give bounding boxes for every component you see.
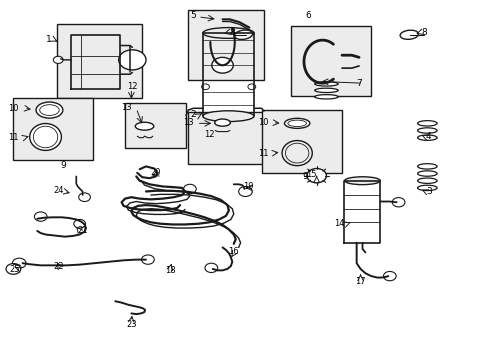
Circle shape bbox=[201, 84, 209, 90]
Text: 4: 4 bbox=[425, 132, 431, 141]
Text: 13: 13 bbox=[183, 118, 193, 127]
Circle shape bbox=[142, 255, 154, 264]
Ellipse shape bbox=[417, 185, 436, 190]
Ellipse shape bbox=[135, 122, 154, 130]
Ellipse shape bbox=[417, 135, 436, 140]
Ellipse shape bbox=[417, 171, 436, 176]
Text: 9: 9 bbox=[302, 172, 308, 181]
Ellipse shape bbox=[344, 177, 380, 185]
Circle shape bbox=[79, 193, 90, 202]
Ellipse shape bbox=[287, 120, 306, 127]
Bar bbox=[261, 110, 341, 173]
Text: 8: 8 bbox=[420, 28, 426, 37]
Ellipse shape bbox=[36, 102, 63, 118]
Circle shape bbox=[119, 50, 146, 70]
Text: 18: 18 bbox=[165, 266, 175, 275]
Ellipse shape bbox=[203, 28, 253, 39]
Text: 11: 11 bbox=[8, 133, 18, 142]
Ellipse shape bbox=[234, 30, 252, 40]
Text: 19: 19 bbox=[243, 182, 253, 191]
Text: 23: 23 bbox=[126, 320, 137, 329]
Circle shape bbox=[34, 212, 47, 221]
Circle shape bbox=[53, 56, 63, 63]
Text: 10: 10 bbox=[8, 104, 18, 113]
Text: 2: 2 bbox=[190, 110, 196, 119]
Text: 16: 16 bbox=[228, 247, 239, 256]
Ellipse shape bbox=[33, 126, 58, 148]
Text: 12: 12 bbox=[203, 130, 214, 139]
Ellipse shape bbox=[282, 140, 312, 166]
Ellipse shape bbox=[417, 164, 436, 169]
Text: 9: 9 bbox=[60, 161, 66, 170]
Ellipse shape bbox=[30, 123, 61, 150]
Ellipse shape bbox=[314, 82, 337, 86]
Ellipse shape bbox=[214, 119, 230, 126]
Text: 8: 8 bbox=[229, 28, 235, 37]
Text: 15: 15 bbox=[306, 170, 316, 179]
Circle shape bbox=[306, 168, 326, 183]
Circle shape bbox=[391, 198, 404, 207]
Circle shape bbox=[204, 263, 217, 273]
Circle shape bbox=[74, 220, 85, 228]
Ellipse shape bbox=[417, 128, 436, 133]
Text: 1: 1 bbox=[45, 35, 51, 44]
Text: 17: 17 bbox=[354, 276, 365, 285]
Text: 12: 12 bbox=[127, 82, 137, 91]
Ellipse shape bbox=[284, 118, 309, 129]
Text: 6: 6 bbox=[305, 11, 310, 20]
Circle shape bbox=[383, 271, 395, 281]
Ellipse shape bbox=[285, 143, 308, 163]
Text: 22: 22 bbox=[53, 262, 63, 271]
Bar bbox=[13, 98, 93, 160]
Text: 3: 3 bbox=[425, 187, 431, 196]
Text: 13: 13 bbox=[121, 103, 132, 112]
Bar bbox=[125, 103, 185, 148]
Bar bbox=[188, 10, 264, 80]
Bar bbox=[57, 24, 142, 98]
Text: 5: 5 bbox=[190, 11, 196, 20]
Circle shape bbox=[211, 57, 233, 73]
Ellipse shape bbox=[314, 95, 337, 99]
Text: 7: 7 bbox=[355, 79, 361, 88]
Circle shape bbox=[238, 186, 252, 197]
Text: 20: 20 bbox=[150, 168, 161, 177]
Circle shape bbox=[12, 258, 26, 268]
Text: 14: 14 bbox=[334, 219, 344, 228]
Ellipse shape bbox=[417, 178, 436, 183]
Circle shape bbox=[183, 184, 196, 194]
Ellipse shape bbox=[417, 121, 436, 126]
Text: 25: 25 bbox=[9, 265, 20, 274]
Text: 11: 11 bbox=[257, 149, 268, 158]
Circle shape bbox=[6, 264, 20, 274]
Bar bbox=[188, 112, 264, 164]
Bar bbox=[290, 26, 370, 96]
Ellipse shape bbox=[203, 111, 253, 122]
Ellipse shape bbox=[40, 105, 59, 116]
Text: 24: 24 bbox=[53, 186, 63, 195]
Text: 10: 10 bbox=[257, 118, 268, 127]
Ellipse shape bbox=[314, 88, 337, 93]
Circle shape bbox=[247, 84, 255, 90]
Ellipse shape bbox=[399, 30, 418, 39]
Text: 21: 21 bbox=[77, 226, 88, 235]
